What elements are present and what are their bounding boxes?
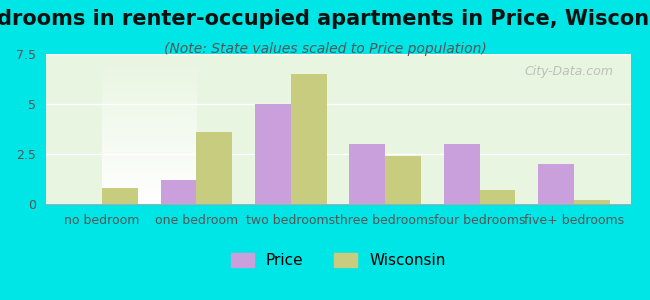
Text: Bedrooms in renter-occupied apartments in Price, Wisconsin: Bedrooms in renter-occupied apartments i… [0, 9, 650, 29]
Bar [349, 144, 385, 204]
Bar [385, 156, 421, 204]
Bar [196, 132, 232, 204]
Bar [480, 190, 515, 204]
Bar [291, 74, 327, 204]
Legend: Price, Wisconsin: Price, Wisconsin [224, 247, 452, 274]
Bar [102, 188, 138, 204]
Bar [574, 200, 610, 204]
Bar [538, 164, 574, 204]
Bar [444, 144, 480, 204]
Bar [255, 104, 291, 204]
Text: (Note: State values scaled to Price population): (Note: State values scaled to Price popu… [164, 42, 486, 56]
Bar [161, 180, 196, 204]
Text: City-Data.com: City-Data.com [524, 64, 613, 77]
